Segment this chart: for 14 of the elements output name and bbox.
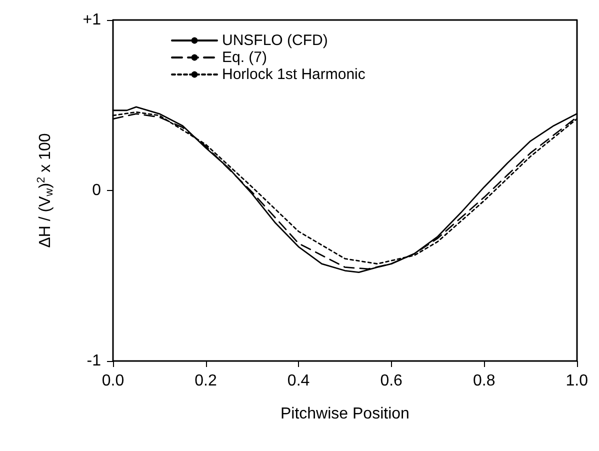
y-axis-title: ΔH / (Vw)2 x 100 <box>36 133 56 248</box>
y-tick-label: +1 <box>82 12 102 28</box>
x-tick-label: 0.0 <box>102 372 124 390</box>
legend-label: Eq. (7) <box>222 49 268 66</box>
x-tick-label: 1.0 <box>566 372 588 390</box>
x-axis-title: Pitchwise Position <box>280 406 410 422</box>
x-tick-label: 0.8 <box>472 372 496 390</box>
x-tick-label: 0.6 <box>380 372 403 390</box>
x-tick-label: 0.4 <box>287 372 310 390</box>
x-tick-label: 0.2 <box>194 372 217 390</box>
y-tick-label: -1 <box>86 352 102 370</box>
y-tick-label: 0 <box>92 182 102 199</box>
legend-label: UNSFLO (CFD) <box>222 32 328 49</box>
legend-label: Horlock 1st Harmonic <box>222 66 366 83</box>
